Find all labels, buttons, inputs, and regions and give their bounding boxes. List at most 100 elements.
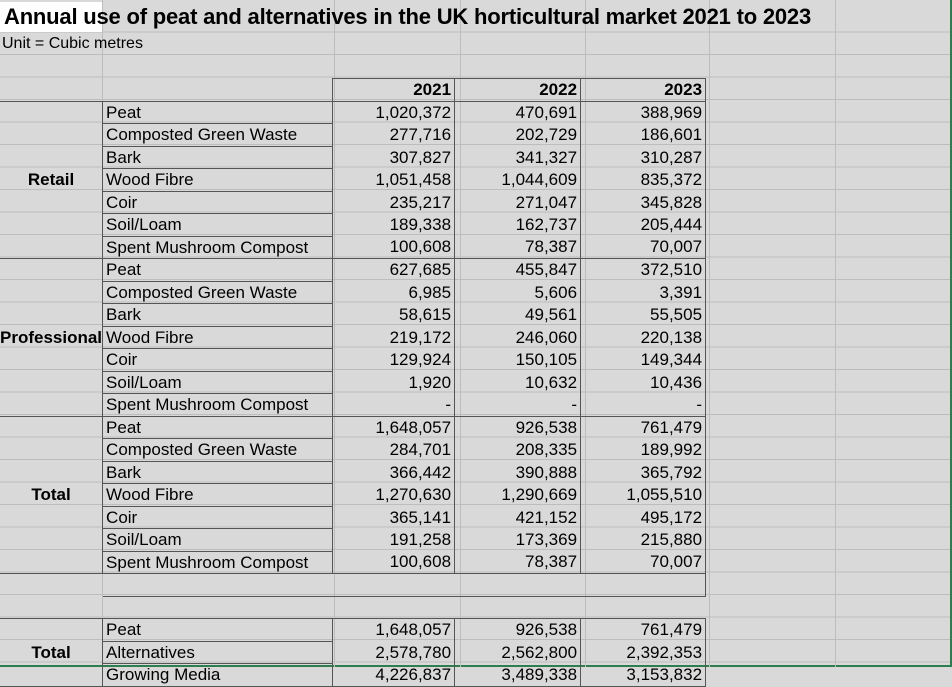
value-cell[interactable]: 3,391: [580, 281, 707, 304]
value-cell[interactable]: 372,510: [580, 258, 707, 281]
value-cell[interactable]: 173,369: [454, 528, 582, 551]
value-cell[interactable]: 627,685: [332, 258, 456, 281]
item-label[interactable]: Composted Green Waste: [102, 438, 334, 462]
item-label[interactable]: Composted Green Waste: [102, 280, 334, 304]
value-cell[interactable]: 129,924: [332, 348, 456, 371]
value-cell[interactable]: 835,372: [580, 168, 707, 191]
value-cell[interactable]: 761,479: [580, 415, 707, 439]
value-cell[interactable]: 70,007: [580, 551, 707, 574]
item-label[interactable]: Soil/Loam: [102, 370, 334, 394]
group-label[interactable]: Total: [0, 415, 103, 574]
value-cell[interactable]: 58,615: [332, 303, 456, 326]
value-cell[interactable]: 215,880: [580, 528, 707, 551]
item-label[interactable]: Peat: [102, 100, 334, 124]
item-label[interactable]: Soil/Loam: [102, 213, 334, 237]
value-cell[interactable]: 189,338: [332, 213, 456, 236]
item-label[interactable]: Coir: [102, 348, 334, 372]
year-header[interactable]: 2022: [454, 78, 582, 101]
year-header[interactable]: 2023: [580, 78, 707, 101]
value-cell[interactable]: 1,920: [332, 371, 456, 394]
value-cell[interactable]: 149,344: [580, 348, 707, 371]
item-label[interactable]: Wood Fibre: [102, 483, 334, 507]
item-label[interactable]: Peat: [102, 618, 334, 642]
blank-cell[interactable]: [0, 79, 103, 102]
item-label[interactable]: Bark: [102, 145, 334, 169]
value-cell[interactable]: 310,287: [580, 146, 707, 169]
item-label[interactable]: Spent Mushroom Compost: [102, 550, 334, 574]
item-label[interactable]: Wood Fibre: [102, 325, 334, 349]
value-cell[interactable]: 1,020,372: [332, 100, 456, 124]
value-cell[interactable]: 162,737: [454, 213, 582, 236]
value-cell[interactable]: 219,172: [332, 326, 456, 349]
value-cell[interactable]: 390,888: [454, 461, 582, 484]
group-label[interactable]: Retail: [0, 100, 103, 259]
value-cell[interactable]: 2,578,780: [332, 641, 456, 664]
value-cell[interactable]: 365,792: [580, 461, 707, 484]
item-label[interactable]: Peat: [102, 258, 334, 282]
value-cell[interactable]: 10,436: [580, 371, 707, 394]
value-cell[interactable]: 1,648,057: [332, 415, 456, 439]
value-cell[interactable]: 49,561: [454, 303, 582, 326]
group-label[interactable]: Total: [0, 618, 103, 687]
value-cell[interactable]: 220,138: [580, 326, 707, 349]
value-cell[interactable]: 1,051,458: [332, 168, 456, 191]
blank-cell[interactable]: [103, 79, 333, 102]
value-cell[interactable]: 189,992: [580, 438, 707, 461]
unit-note[interactable]: Unit = Cubic metres: [2, 35, 143, 52]
value-cell[interactable]: 205,444: [580, 213, 707, 236]
value-cell[interactable]: 2,392,353: [580, 641, 707, 664]
value-cell[interactable]: 345,828: [580, 191, 707, 214]
value-cell[interactable]: 235,217: [332, 191, 456, 214]
value-cell[interactable]: 1,648,057: [332, 618, 456, 641]
value-cell[interactable]: 246,060: [454, 326, 582, 349]
value-cell[interactable]: 271,047: [454, 191, 582, 214]
item-label[interactable]: Spent Mushroom Compost: [102, 235, 334, 259]
item-label[interactable]: Bark: [102, 303, 334, 327]
value-cell[interactable]: 10,632: [454, 371, 582, 394]
blank-cell[interactable]: [102, 573, 707, 597]
item-label[interactable]: Coir: [102, 190, 334, 214]
value-cell[interactable]: 100,608: [332, 551, 456, 574]
item-label[interactable]: Wood Fibre: [102, 168, 334, 192]
value-cell[interactable]: 926,538: [454, 618, 582, 641]
value-cell[interactable]: 100,608: [332, 236, 456, 259]
group-label[interactable]: Professional: [0, 258, 103, 417]
item-label[interactable]: Peat: [102, 415, 334, 439]
value-cell[interactable]: 78,387: [454, 551, 582, 574]
value-cell[interactable]: 1,044,609: [454, 168, 582, 191]
value-cell[interactable]: 150,105: [454, 348, 582, 371]
value-cell[interactable]: 284,701: [332, 438, 456, 461]
value-cell[interactable]: 761,479: [580, 618, 707, 641]
value-cell[interactable]: 202,729: [454, 123, 582, 146]
value-cell[interactable]: 191,258: [332, 528, 456, 551]
item-label[interactable]: Soil/Loam: [102, 528, 334, 552]
value-cell[interactable]: -: [454, 393, 582, 417]
value-cell[interactable]: 495,172: [580, 506, 707, 529]
value-cell[interactable]: 78,387: [454, 236, 582, 259]
value-cell[interactable]: 186,601: [580, 123, 707, 146]
sheet-title[interactable]: Annual use of peat and alternatives in t…: [4, 4, 811, 29]
value-cell[interactable]: 470,691: [454, 100, 582, 124]
value-cell[interactable]: 455,847: [454, 258, 582, 281]
value-cell[interactable]: 366,442: [332, 461, 456, 484]
value-cell[interactable]: 341,327: [454, 146, 582, 169]
value-cell[interactable]: 6,985: [332, 281, 456, 304]
value-cell[interactable]: 277,716: [332, 123, 456, 146]
blank-cell[interactable]: [0, 596, 706, 619]
item-label[interactable]: Composted Green Waste: [102, 123, 334, 147]
value-cell[interactable]: 421,152: [454, 506, 582, 529]
item-label[interactable]: Alternatives: [102, 640, 334, 664]
value-cell[interactable]: 365,141: [332, 506, 456, 529]
item-label[interactable]: Spent Mushroom Compost: [102, 393, 334, 417]
value-cell[interactable]: 55,505: [580, 303, 707, 326]
blank-cell[interactable]: [0, 574, 103, 597]
value-cell[interactable]: 5,606: [454, 281, 582, 304]
value-cell[interactable]: 388,969: [580, 100, 707, 124]
value-cell[interactable]: 1,270,630: [332, 483, 456, 506]
value-cell[interactable]: 70,007: [580, 236, 707, 259]
value-cell[interactable]: 208,335: [454, 438, 582, 461]
value-cell[interactable]: 2,562,800: [454, 641, 582, 664]
value-cell[interactable]: 1,055,510: [580, 483, 707, 506]
value-cell[interactable]: 1,290,669: [454, 483, 582, 506]
value-cell[interactable]: -: [332, 393, 456, 417]
